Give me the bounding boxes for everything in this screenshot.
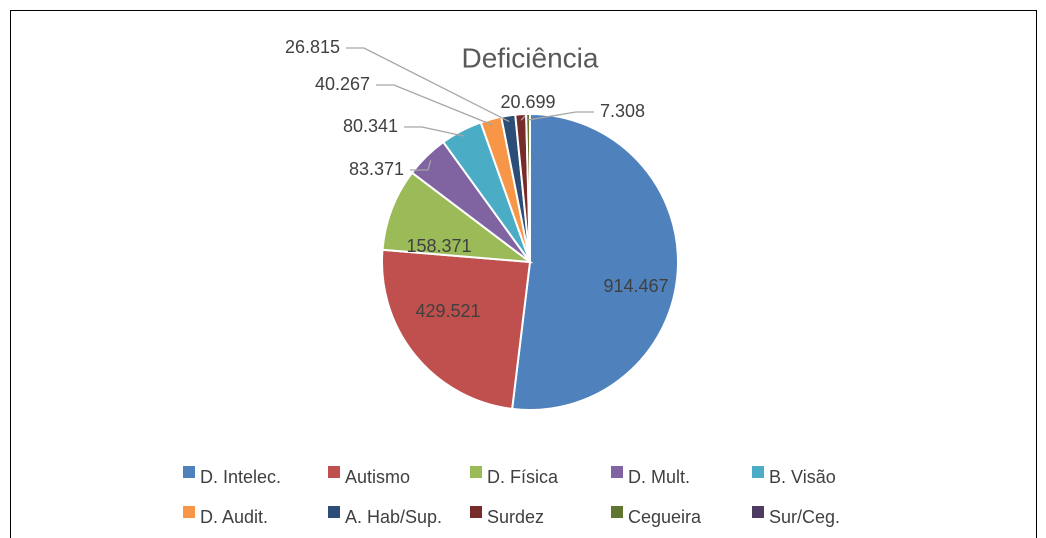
- legend-label: Autismo: [345, 467, 410, 487]
- legend-label: D. Física: [487, 467, 559, 487]
- pie-slice: [511, 112, 679, 411]
- data-label: 429.521: [415, 301, 480, 321]
- legend-swatch: [328, 506, 340, 518]
- data-label: 83.371: [349, 159, 404, 179]
- legend-swatch: [752, 506, 764, 518]
- legend-swatch: [470, 506, 482, 518]
- legend-label: D. Audit.: [200, 507, 268, 527]
- legend-label: Sur/Ceg.: [769, 507, 840, 527]
- legend-label: B. Visão: [769, 467, 836, 487]
- legend-swatch: [752, 466, 764, 478]
- chart-title: Deficiência: [462, 42, 599, 73]
- legend-swatch: [183, 466, 195, 478]
- pie-slice: [525, 112, 531, 263]
- chart-frame: [10, 10, 1037, 538]
- legend-label: Surdez: [487, 507, 544, 527]
- legend-label: A. Hab/Sup.: [345, 507, 442, 527]
- legend-label: Cegueira: [628, 507, 702, 527]
- leader-line: [404, 126, 465, 137]
- legend-swatch: [611, 506, 623, 518]
- leader-line: [410, 160, 432, 171]
- data-label: 40.267: [315, 74, 370, 94]
- legend-label: D. Intelec.: [200, 467, 281, 487]
- legend-swatch: [328, 466, 340, 478]
- legend-swatch: [183, 506, 195, 518]
- leader-line: [528, 111, 594, 121]
- data-label: 26.815: [285, 37, 340, 57]
- pie-slice: [381, 171, 534, 264]
- data-label: 914.467: [603, 276, 668, 296]
- legend-swatch: [611, 466, 623, 478]
- data-label: 7.308: [600, 101, 645, 121]
- pie-slice: [381, 248, 532, 411]
- data-label: 20.699: [500, 92, 555, 112]
- leader-line: [376, 84, 493, 126]
- data-label: 80.341: [343, 116, 398, 136]
- legend-label: D. Mult.: [628, 467, 690, 487]
- leader-line: [346, 47, 510, 123]
- legend-swatch: [470, 466, 482, 478]
- data-label: 158.371: [406, 236, 471, 256]
